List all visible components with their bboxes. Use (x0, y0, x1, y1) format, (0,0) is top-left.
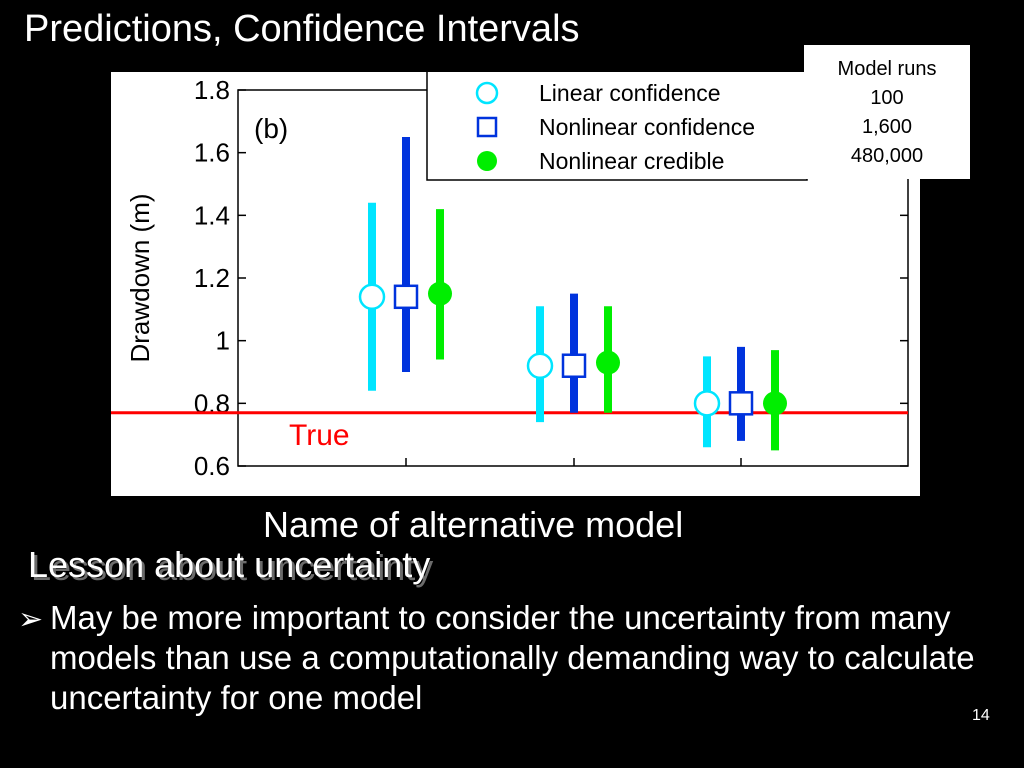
bullet-text: May be more important to consider the un… (50, 599, 975, 716)
model-runs-box: Model runs 100 1,600 480,000 (804, 45, 970, 179)
y-tick-label: 0.6 (194, 451, 230, 481)
data-point (596, 350, 620, 375)
model-runs-value: 100 (870, 87, 904, 109)
slide-title: Predictions, Confidence Intervals (24, 8, 580, 50)
data-point (428, 281, 452, 306)
panel-label: (b) (254, 113, 288, 144)
data-point (763, 391, 787, 416)
data-point (526, 352, 554, 379)
page-number: 14 (972, 707, 990, 724)
data-point (561, 353, 587, 378)
lesson-heading: Lesson about uncertainty (28, 544, 431, 585)
data-point (393, 284, 419, 310)
legend-marker (475, 81, 499, 105)
legend-label: Nonlinear confidence (539, 114, 755, 140)
bullet-arrow-icon: ➢ (18, 603, 44, 636)
y-tick-label: 1.2 (194, 263, 230, 293)
true-value-label: True (289, 419, 350, 452)
y-tick-label: 1 (216, 326, 230, 356)
legend-marker (477, 151, 497, 171)
data-point (358, 283, 386, 311)
chart-panel: 0.6 0.8 1 1.2 1.4 1.6 1.8 Drawdown (m) (b) True Li… (111, 72, 920, 496)
y-tick-label: 1.6 (194, 138, 230, 168)
y-axis-label: Drawdown (m) (125, 193, 155, 362)
legend-label: Linear confidence (539, 80, 721, 106)
x-axis-label: Name of alternative model (263, 504, 684, 545)
model-runs-value: 1,600 (861, 116, 913, 138)
model-runs-title: Model runs (837, 58, 937, 80)
legend-marker (476, 116, 498, 138)
y-tick-label: 1.4 (194, 200, 230, 230)
model-runs-value: 480,000 (850, 145, 924, 167)
legend-label: Nonlinear credible (539, 148, 724, 174)
data-point (728, 391, 754, 416)
y-tick-label: 1.8 (194, 75, 230, 105)
data-point (693, 390, 721, 417)
